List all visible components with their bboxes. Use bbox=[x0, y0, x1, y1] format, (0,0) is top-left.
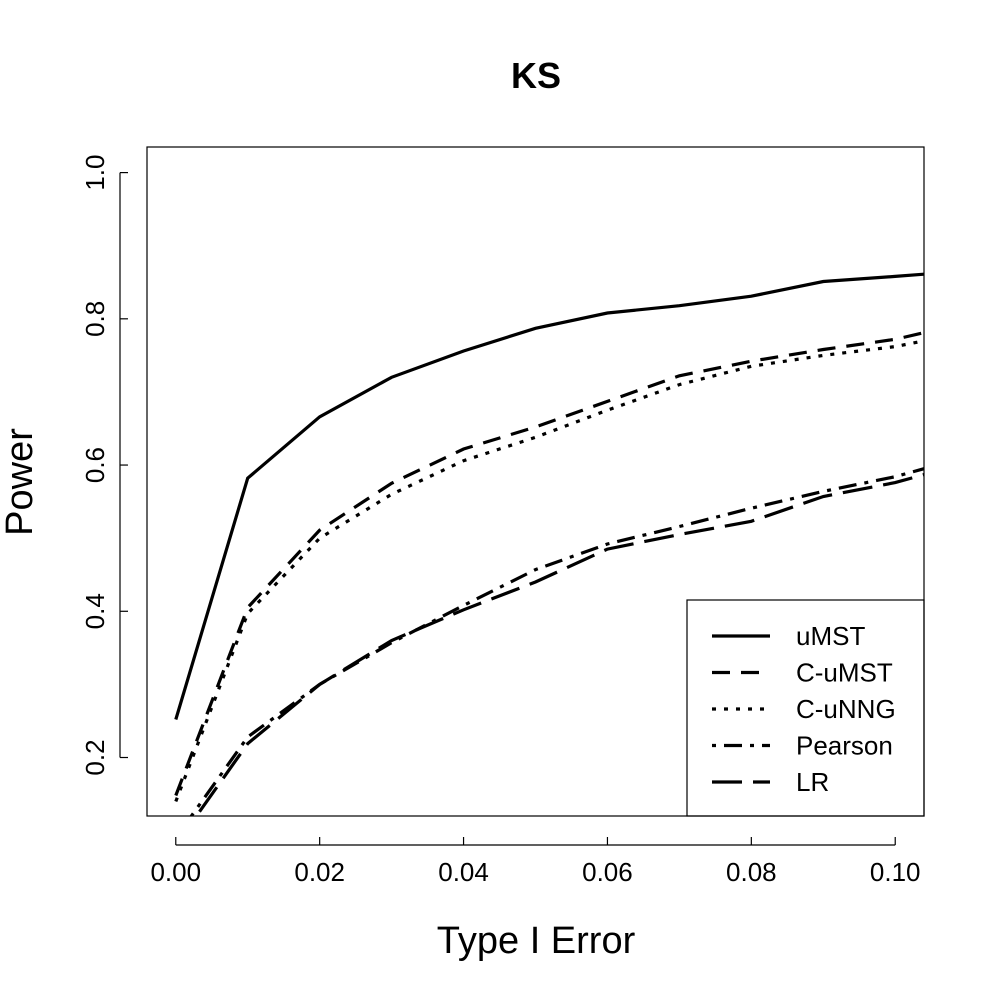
x-tick-label: 0.06 bbox=[582, 857, 633, 887]
x-axis: 0.00 0.02 0.04 0.06 0.08 0.10 bbox=[150, 837, 921, 887]
plot-frame bbox=[146, 146, 925, 817]
series-line-lr bbox=[194, 473, 924, 816]
y-axis: 0.2 0.4 0.6 0.8 1.0 bbox=[80, 155, 128, 776]
y-tick-label: 0.6 bbox=[80, 447, 110, 483]
legend-label-pearson: Pearson bbox=[796, 731, 893, 761]
x-axis-label: Type I Error bbox=[437, 920, 636, 962]
x-tick-label: 0.02 bbox=[294, 857, 345, 887]
x-tick-label: 0.08 bbox=[726, 857, 777, 887]
series-line-c-umst bbox=[174, 331, 924, 797]
y-axis-label: Power bbox=[0, 428, 41, 536]
chart-title: KS bbox=[511, 55, 561, 96]
legend-label-lr: LR bbox=[796, 767, 829, 797]
series-layer bbox=[174, 272, 924, 816]
series-line-umst bbox=[174, 272, 924, 720]
x-tick-label: 0.00 bbox=[150, 857, 201, 887]
y-tick-label: 0.2 bbox=[80, 739, 110, 775]
x-tick-label: 0.10 bbox=[870, 857, 921, 887]
y-tick-label: 0.4 bbox=[80, 593, 110, 629]
legend-label-c-umst: C-uMST bbox=[796, 658, 893, 688]
series-line-pearson bbox=[189, 467, 924, 816]
legend: uMST C-uMST C-uNNG Pearson LR bbox=[686, 599, 925, 817]
series-line-c-unng bbox=[174, 339, 924, 802]
legend-label-umst: uMST bbox=[796, 621, 865, 651]
legend-label-c-unng: C-uNNG bbox=[796, 694, 896, 724]
y-tick-label: 1.0 bbox=[80, 155, 110, 191]
legend-box bbox=[686, 599, 925, 817]
y-tick-label: 0.8 bbox=[80, 301, 110, 337]
x-tick-label: 0.04 bbox=[438, 857, 489, 887]
